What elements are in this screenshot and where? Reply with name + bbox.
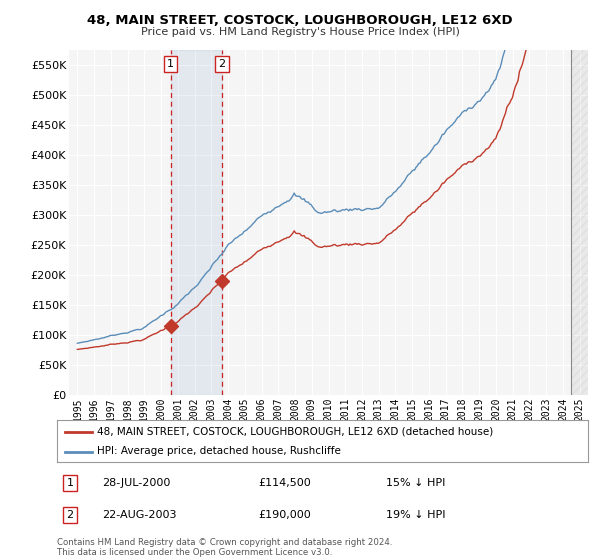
Text: 1: 1 bbox=[167, 59, 174, 69]
Text: £190,000: £190,000 bbox=[259, 510, 311, 520]
Text: 19% ↓ HPI: 19% ↓ HPI bbox=[386, 510, 446, 520]
Text: £114,500: £114,500 bbox=[259, 478, 311, 488]
Text: 2: 2 bbox=[218, 59, 226, 69]
Text: 48, MAIN STREET, COSTOCK, LOUGHBOROUGH, LE12 6XD: 48, MAIN STREET, COSTOCK, LOUGHBOROUGH, … bbox=[87, 14, 513, 27]
Text: 1: 1 bbox=[67, 478, 74, 488]
Bar bbox=[571, 50, 596, 395]
Text: 2: 2 bbox=[67, 510, 74, 520]
Bar bbox=[170, 50, 222, 395]
Text: 48, MAIN STREET, COSTOCK, LOUGHBOROUGH, LE12 6XD (detached house): 48, MAIN STREET, COSTOCK, LOUGHBOROUGH, … bbox=[97, 427, 493, 437]
Text: Price paid vs. HM Land Registry's House Price Index (HPI): Price paid vs. HM Land Registry's House … bbox=[140, 27, 460, 37]
Text: 22-AUG-2003: 22-AUG-2003 bbox=[102, 510, 176, 520]
Text: 15% ↓ HPI: 15% ↓ HPI bbox=[386, 478, 446, 488]
Text: 28-JUL-2000: 28-JUL-2000 bbox=[102, 478, 170, 488]
Text: Contains HM Land Registry data © Crown copyright and database right 2024.
This d: Contains HM Land Registry data © Crown c… bbox=[57, 538, 392, 557]
Text: HPI: Average price, detached house, Rushcliffe: HPI: Average price, detached house, Rush… bbox=[97, 446, 341, 456]
